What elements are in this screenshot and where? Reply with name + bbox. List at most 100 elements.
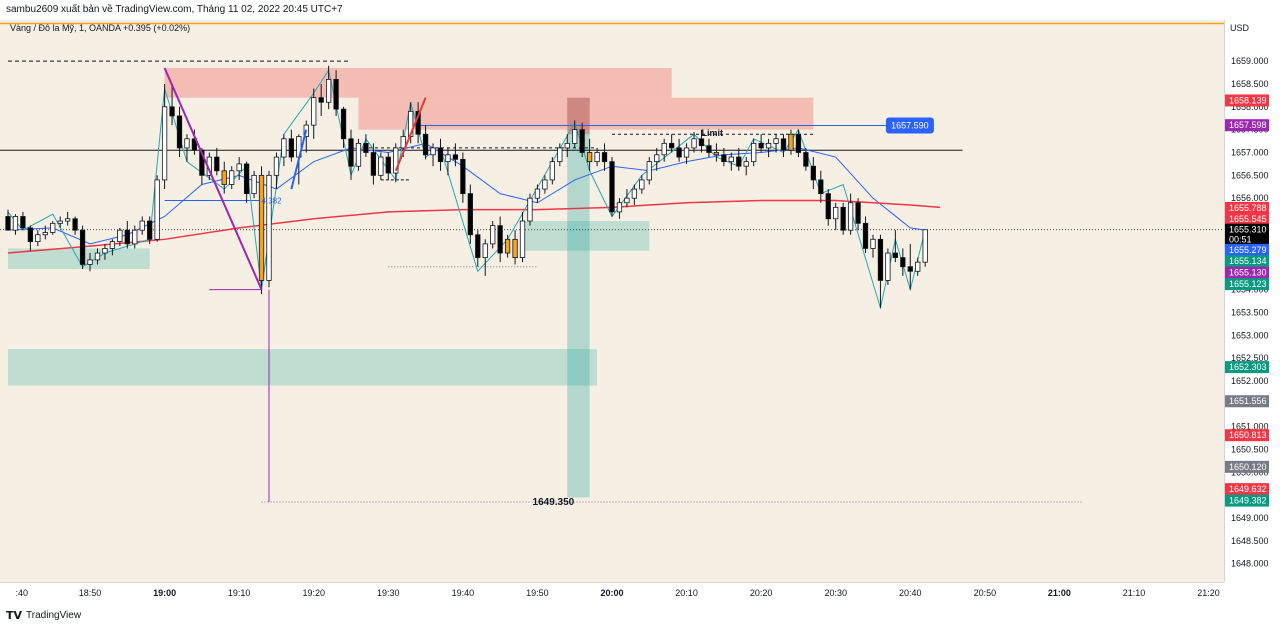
tradingview-logo-icon: TV bbox=[6, 609, 23, 622]
y-tick-label: 1659.000 bbox=[1231, 56, 1269, 66]
price-tag-text: 1658.139 bbox=[1229, 95, 1267, 105]
y-tick-label: 1656.500 bbox=[1231, 170, 1269, 180]
candle-body bbox=[527, 197, 533, 222]
candle-body bbox=[572, 129, 578, 144]
demand-zone-mid[interactable] bbox=[522, 221, 650, 251]
price-tags-layer: 1658.139 1657.598 1655.7881655.5451655.310… bbox=[1225, 94, 1269, 507]
price-tag: 1649.382 bbox=[1225, 494, 1269, 507]
candle-body bbox=[810, 165, 816, 181]
x-tick-label: 20:20 bbox=[750, 588, 773, 598]
candle-body bbox=[221, 170, 227, 185]
candle-body bbox=[795, 133, 802, 153]
measure-bar-green[interactable] bbox=[567, 97, 590, 498]
overlay-layer: 1649.350 Limit 4.382 1657.590 bbox=[163, 67, 934, 508]
symbol-legend[interactable]: Vàng / Đô la Mỹ, 1, OANDA +0.395 (+0.02%… bbox=[10, 23, 190, 33]
lines-layer bbox=[0, 60, 1224, 503]
price-tag: 1655.279 bbox=[1225, 243, 1269, 256]
candle-body bbox=[460, 158, 466, 195]
supply-zone-upper[interactable] bbox=[164, 67, 672, 98]
small-blue-label: 4.382 bbox=[262, 196, 283, 205]
candle-body bbox=[326, 78, 332, 103]
candles-layer bbox=[5, 65, 928, 308]
supply-zone-mid[interactable] bbox=[358, 97, 814, 130]
price-tag-box bbox=[1225, 361, 1269, 374]
candle-body bbox=[139, 220, 145, 231]
candle-body bbox=[654, 154, 660, 163]
candle-body bbox=[519, 220, 526, 258]
candle-body bbox=[445, 154, 451, 163]
candle-body bbox=[736, 156, 742, 167]
blue-rise-line[interactable] bbox=[290, 129, 308, 190]
purple-drop-line[interactable] bbox=[163, 67, 263, 290]
candle-body bbox=[728, 156, 734, 163]
demand-zone-left[interactable] bbox=[8, 248, 150, 270]
price-tag-box bbox=[1225, 212, 1269, 225]
red-rise-line[interactable] bbox=[394, 97, 427, 172]
candle-body bbox=[609, 161, 615, 213]
price-tag-text: 1655.134 bbox=[1229, 256, 1267, 266]
candle-body bbox=[788, 133, 794, 151]
x-tick-label: 20:00 bbox=[600, 588, 623, 598]
price-tag-box bbox=[1225, 460, 1269, 473]
demand-zone-wide[interactable] bbox=[8, 348, 598, 386]
candle-body bbox=[803, 152, 809, 167]
price-tag-text: 1655.545 bbox=[1229, 214, 1267, 224]
price-tag-box bbox=[1225, 201, 1269, 214]
candle-body bbox=[631, 188, 638, 199]
candle-body bbox=[490, 225, 496, 245]
price-tag-box bbox=[1225, 243, 1269, 256]
candle-body bbox=[199, 149, 205, 176]
candle-body bbox=[20, 216, 26, 229]
candle-body bbox=[281, 138, 287, 158]
candle-body bbox=[124, 229, 130, 245]
candle-body bbox=[161, 106, 168, 181]
order-price-tag-text: 1657.590 bbox=[891, 121, 929, 131]
price-tag: 1655.134 bbox=[1225, 255, 1269, 268]
candle-body bbox=[147, 220, 153, 240]
price-tag-box bbox=[1225, 395, 1269, 408]
price-tag: 1655.310 bbox=[1225, 223, 1269, 236]
candle-body bbox=[818, 179, 824, 195]
candle-body bbox=[616, 202, 623, 213]
candle-body bbox=[79, 229, 86, 265]
candle-body bbox=[340, 108, 347, 140]
candle-body bbox=[214, 156, 220, 172]
order-price-tag[interactable]: 1657.590 bbox=[885, 117, 934, 134]
x-tick-label: 20:30 bbox=[824, 588, 847, 598]
x-tick-label: 19:20 bbox=[302, 588, 325, 598]
candle-body bbox=[176, 115, 183, 149]
candle-body bbox=[765, 142, 772, 149]
candle-body bbox=[35, 234, 41, 243]
candle-body bbox=[504, 238, 511, 254]
price-tag-box bbox=[1225, 233, 1269, 246]
price-tag-text: 1650.120 bbox=[1229, 462, 1267, 472]
tradingview-brand[interactable]: TradingView bbox=[26, 610, 82, 621]
candle-body bbox=[512, 238, 518, 258]
candle-body bbox=[400, 136, 406, 149]
price-tag: 1655.545 bbox=[1225, 212, 1269, 225]
price-tag-text: 1655.279 bbox=[1229, 245, 1267, 255]
candle-body bbox=[915, 261, 921, 272]
candle-body bbox=[833, 206, 839, 220]
candle-body bbox=[557, 147, 563, 163]
price-tag: 1649.632 bbox=[1225, 483, 1269, 496]
x-tick-label: 19:50 bbox=[526, 588, 549, 598]
x-tick-label: 21:10 bbox=[1123, 588, 1146, 598]
y-tick-label: 1651.000 bbox=[1231, 422, 1269, 432]
candle-body bbox=[497, 225, 503, 254]
price-tag: 1655.123 bbox=[1225, 278, 1269, 291]
candle-body bbox=[288, 138, 294, 158]
y-tick-label: 1652.000 bbox=[1231, 376, 1269, 386]
candle-body bbox=[65, 218, 71, 222]
measure-bar-red[interactable] bbox=[567, 97, 590, 135]
y-tick-label: 1653.000 bbox=[1231, 330, 1269, 340]
candle-body bbox=[437, 147, 444, 163]
candle-body bbox=[12, 216, 19, 231]
price-tag-box bbox=[1225, 94, 1269, 107]
y-tick-label: 1648.000 bbox=[1231, 559, 1269, 569]
candle-body bbox=[691, 138, 697, 149]
candle-body bbox=[549, 161, 555, 181]
candle-body bbox=[646, 161, 652, 181]
candle-body bbox=[251, 174, 257, 195]
